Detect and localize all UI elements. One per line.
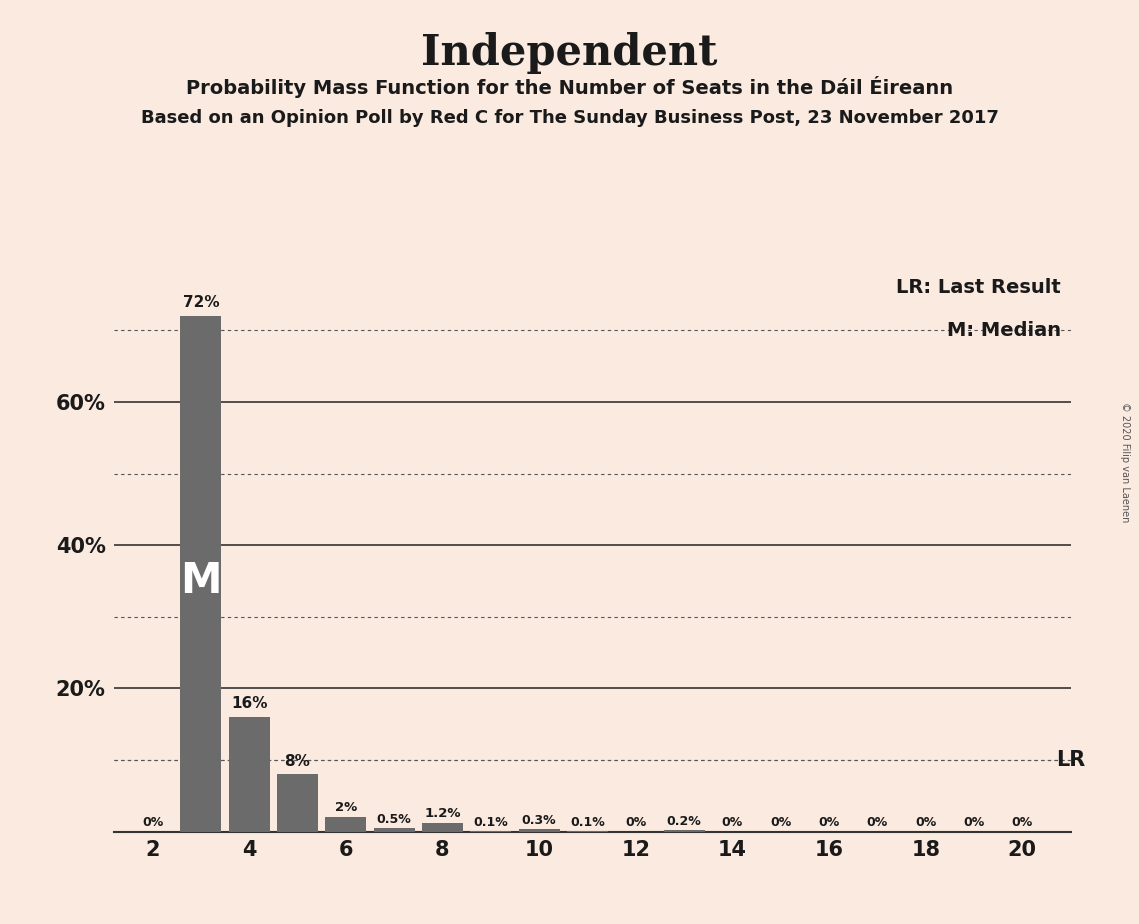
Text: Probability Mass Function for the Number of Seats in the Dáil Éireann: Probability Mass Function for the Number… [186,76,953,98]
Bar [277,774,318,832]
Bar [518,830,559,832]
Bar [180,316,221,832]
Text: LR: LR [1056,750,1085,770]
Bar [664,830,705,832]
Text: 1.2%: 1.2% [424,808,461,821]
Text: 0%: 0% [1011,816,1033,829]
Text: M: M [180,560,222,602]
Bar [229,717,270,832]
Text: LR: Last Result: LR: Last Result [896,278,1062,297]
Text: 72%: 72% [182,296,219,310]
Text: 0.1%: 0.1% [571,816,605,829]
Text: 0%: 0% [722,816,743,829]
Text: Based on an Opinion Poll by Red C for The Sunday Business Post, 23 November 2017: Based on an Opinion Poll by Red C for Th… [140,109,999,127]
Text: 0.2%: 0.2% [666,815,702,828]
Text: 2%: 2% [335,801,357,814]
Text: 0%: 0% [770,816,792,829]
Text: 0.1%: 0.1% [474,816,508,829]
Bar [421,823,464,832]
Text: 0%: 0% [819,816,839,829]
Text: 0%: 0% [625,816,647,829]
Text: M: Median: M: Median [947,321,1062,340]
Bar [326,817,367,832]
Text: 16%: 16% [231,697,268,711]
Text: 0%: 0% [964,816,984,829]
Text: 0.5%: 0.5% [377,813,411,826]
Text: 0%: 0% [867,816,888,829]
Bar [374,828,415,832]
Text: © 2020 Filip van Laenen: © 2020 Filip van Laenen [1121,402,1130,522]
Text: 0%: 0% [142,816,163,829]
Text: 8%: 8% [285,754,311,769]
Text: Independent: Independent [421,32,718,74]
Text: 0.3%: 0.3% [522,814,557,827]
Text: 0%: 0% [915,816,936,829]
